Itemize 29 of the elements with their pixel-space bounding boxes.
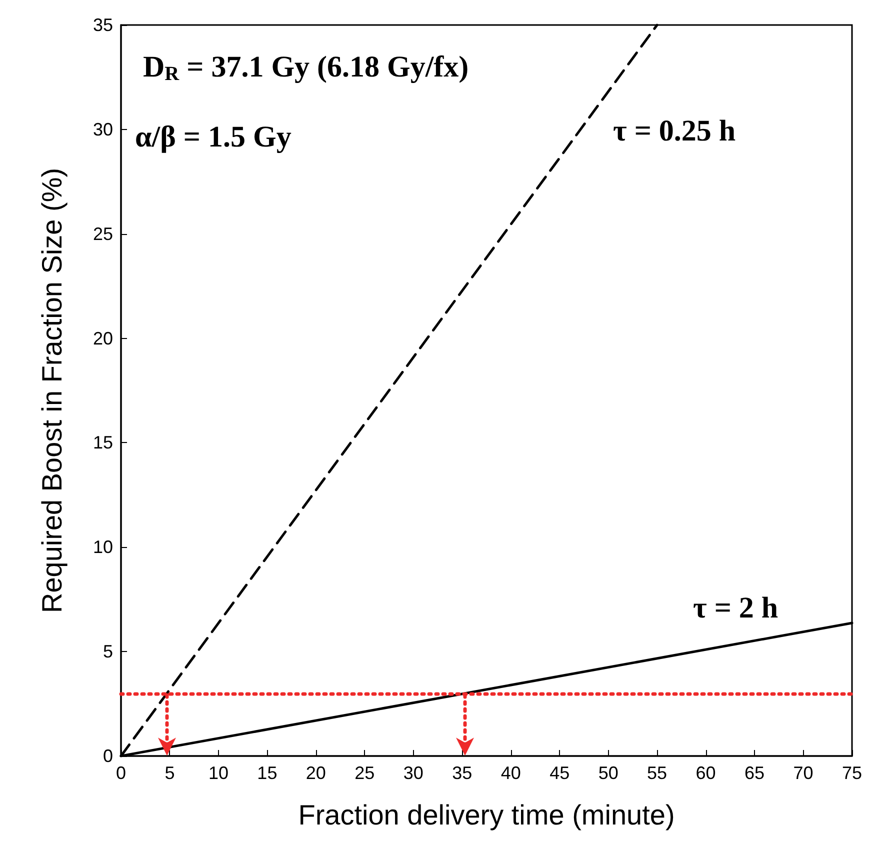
x-tick-label: 70 xyxy=(793,763,814,783)
x-tick-label: 20 xyxy=(306,763,326,783)
x-tick-label: 30 xyxy=(403,763,424,783)
annotation: α/β = 1.5 Gy xyxy=(135,120,292,154)
x-tick-label: 55 xyxy=(647,763,668,783)
x-tick-label: 0 xyxy=(116,763,126,783)
x-axis-title: Fraction delivery time (minute) xyxy=(298,800,675,830)
x-tick-label: 75 xyxy=(842,763,862,783)
x-tick-label: 65 xyxy=(744,763,765,783)
x-tick-label: 15 xyxy=(257,763,278,783)
annotation: τ = 0.25 h xyxy=(613,114,736,148)
annotation: τ = 2 h xyxy=(693,592,778,624)
x-tick-label: 35 xyxy=(452,763,472,783)
x-tick-label: 10 xyxy=(208,763,228,783)
y-tick-label: 20 xyxy=(92,328,113,348)
x-tick-label: 50 xyxy=(598,763,618,783)
x-tick-label: 5 xyxy=(164,763,175,783)
y-tick-label: 25 xyxy=(92,224,113,244)
y-axis-title: Required Boost in Fraction Size (%) xyxy=(36,168,68,614)
x-tick-label: 25 xyxy=(354,763,375,783)
x-tick-label: 60 xyxy=(696,763,716,783)
y-tick-label: 10 xyxy=(92,537,113,558)
y-tick-label: 5 xyxy=(102,642,113,662)
y-tick-label: 35 xyxy=(92,15,113,35)
y-tick-label: 30 xyxy=(92,119,113,140)
y-tick-label: 0 xyxy=(102,746,113,766)
x-tick-label: 40 xyxy=(500,763,521,783)
y-tick-label: 15 xyxy=(92,432,113,453)
x-tick-label: 45 xyxy=(550,763,570,783)
